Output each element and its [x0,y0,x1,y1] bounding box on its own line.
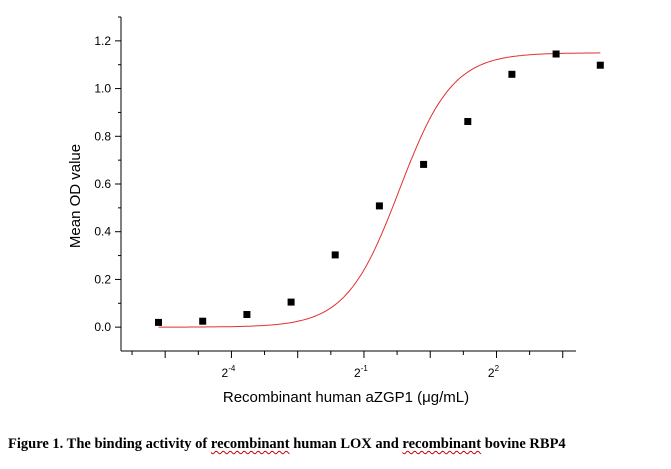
data-point [552,50,560,58]
y-tick-label: 0.4 [94,225,111,239]
caption-suffix: bovine RBP4 [481,436,566,452]
y-tick-label: 0.0 [94,320,111,334]
y-tick-label: 0.8 [94,129,111,143]
data-point [420,160,428,168]
fit-curve [158,52,601,328]
data-point [596,61,604,69]
y-tick-label: 0.6 [94,177,111,191]
y-axis-label: Mean OD value [67,144,84,248]
x-tick-label: 22 [488,364,500,380]
data-point [508,70,516,78]
data-point [464,118,472,125]
data-points [155,50,604,326]
chart-axes: 0.0 0.2 0.4 0.6 0.8 1.0 1.2 2-4 2-1 22 [94,16,576,380]
caption-word-recombinant-1: recombinant [210,436,290,452]
caption-word-recombinant-2: recombinant [402,436,482,452]
data-point [155,318,162,326]
caption-prefix: Figure 1. The binding activity of [8,436,211,452]
y-tick-label: 1.0 [94,82,111,96]
x-tick-label: 2-4 [222,364,236,380]
x-tick-label: 2-1 [354,364,368,380]
figure-caption: Figure 1. The binding activity of recomb… [8,436,668,453]
data-point [287,298,295,306]
y-tick-label: 1.2 [94,34,111,48]
data-point [199,317,207,325]
x-axis-label: Recombinant human aZGP1 (μg/mL) [223,389,469,406]
y-tick-label: 0.2 [94,272,111,286]
data-point [243,311,251,318]
caption-middle: human LOX and [289,436,403,452]
binding-activity-chart: 0.0 0.2 0.4 0.6 0.8 1.0 1.2 2-4 2-1 22 Mean OD va… [67,16,604,406]
data-point [331,251,339,259]
data-point [375,202,383,210]
